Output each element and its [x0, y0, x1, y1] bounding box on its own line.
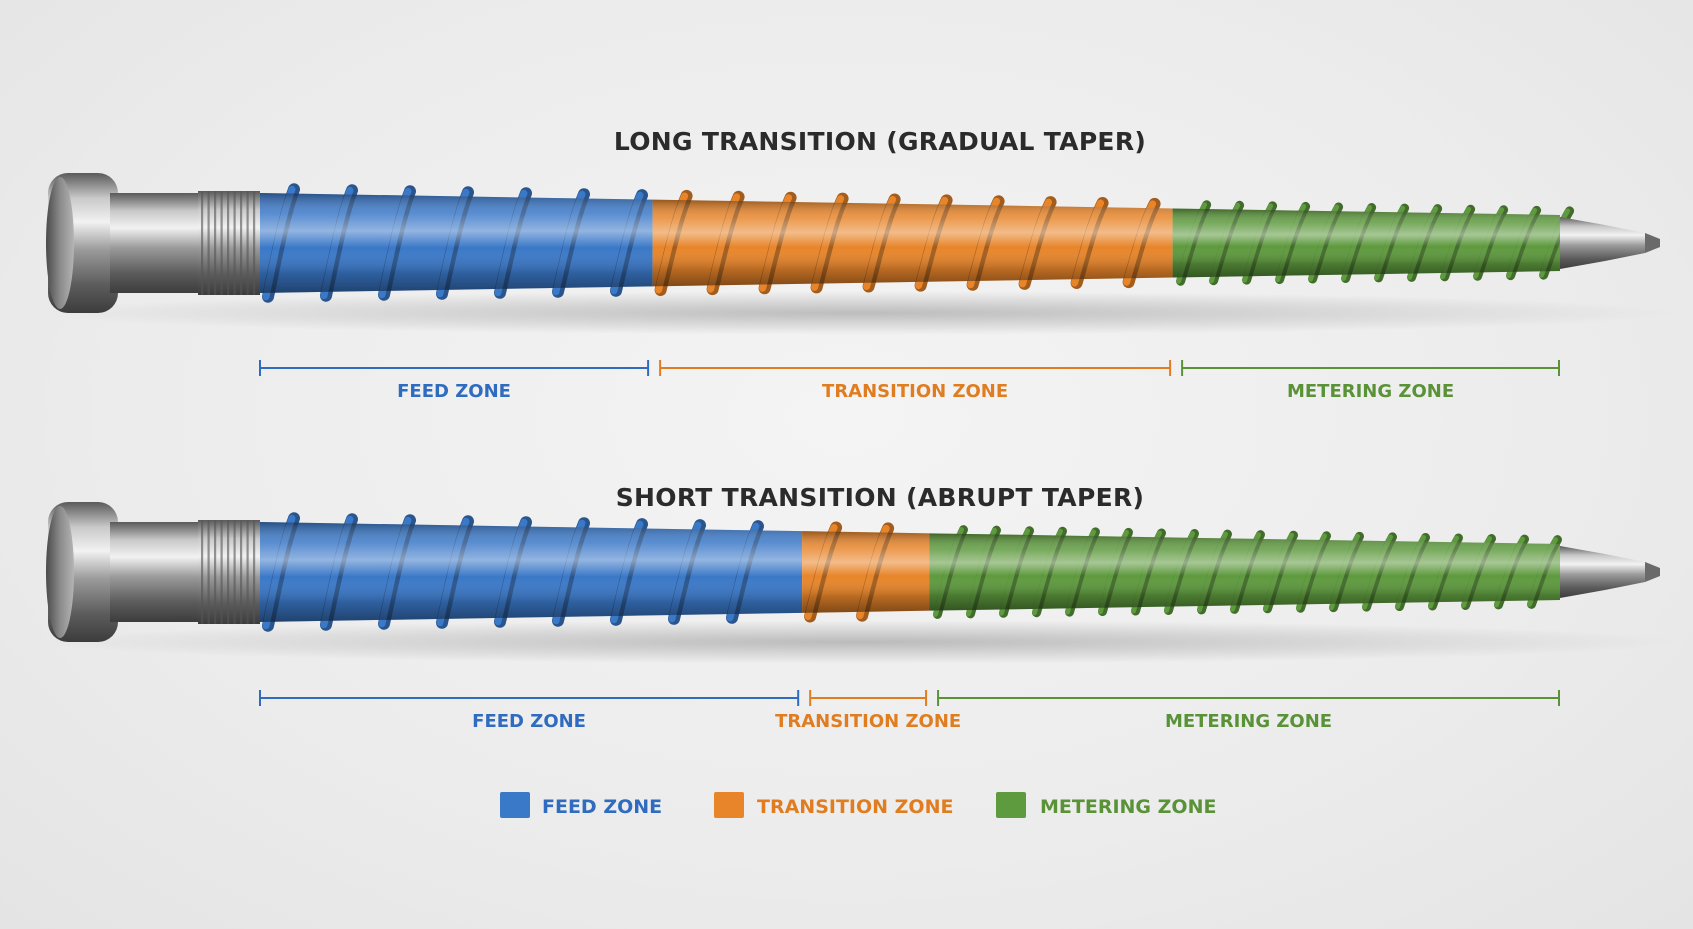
zone-label-metering: METERING ZONE: [1165, 711, 1332, 732]
legend-label-transition: TRANSITION ZONE: [757, 796, 953, 818]
zone-label-feed: FEED ZONE: [472, 711, 586, 732]
zone-label-metering: METERING ZONE: [1287, 381, 1454, 402]
shaft-zone-feed: [260, 512, 803, 632]
screw-shadow: [40, 620, 1680, 664]
shaft-zone-metering: [1172, 200, 1575, 286]
zone-bracket-transition: TRANSITION ZONE: [659, 360, 1172, 402]
spline-gear: [198, 191, 260, 295]
spline-gear: [198, 520, 260, 624]
zone-label-transition: TRANSITION ZONE: [822, 381, 1008, 402]
zone-label-feed: FEED ZONE: [397, 381, 511, 402]
short-transition-screw: SHORT TRANSITION (ABRUPT TAPER) FEED ZONE…: [40, 483, 1680, 732]
zone-bracket-feed: FEED ZONE: [259, 360, 650, 402]
legend-label-metering: METERING ZONE: [1040, 796, 1216, 818]
legend-swatch-metering: [996, 792, 1026, 818]
legend-label-feed: FEED ZONE: [542, 796, 662, 818]
shaft-zone-feed: [260, 183, 653, 303]
screw-shadow: [40, 291, 1680, 335]
legend: FEED ZONE TRANSITION ZONE METERING ZONE: [500, 792, 1216, 818]
screw-tip: [1560, 546, 1660, 598]
zone-bracket-transition: TRANSITION ZONE: [775, 690, 961, 732]
screw-drive-hub: [46, 502, 260, 642]
legend-swatch-feed: [500, 792, 530, 818]
legend-item-metering: METERING ZONE: [996, 792, 1216, 818]
diagram-title: LONG TRANSITION (GRADUAL TAPER): [614, 127, 1146, 156]
legend-swatch-transition: [714, 792, 744, 818]
legend-item-feed: FEED ZONE: [500, 792, 662, 818]
diagram-title: SHORT TRANSITION (ABRUPT TAPER): [616, 483, 1144, 512]
screw-tip: [1560, 217, 1660, 269]
zone-bracket-feed: FEED ZONE: [259, 690, 800, 732]
zone-bracket-metering: METERING ZONE: [1181, 360, 1560, 402]
screw-drive-hub: [46, 173, 260, 313]
long-transition-screw: LONG TRANSITION (GRADUAL TAPER) FEED ZONE…: [40, 127, 1680, 402]
shaft-zone-metering: [929, 525, 1562, 619]
shaft-zone-transition: [652, 189, 1173, 297]
zone-bracket-metering: METERING ZONE: [937, 690, 1560, 732]
legend-item-transition: TRANSITION ZONE: [714, 792, 953, 818]
shaft-zone-transition: [802, 521, 930, 623]
zone-label-transition: TRANSITION ZONE: [775, 711, 961, 732]
